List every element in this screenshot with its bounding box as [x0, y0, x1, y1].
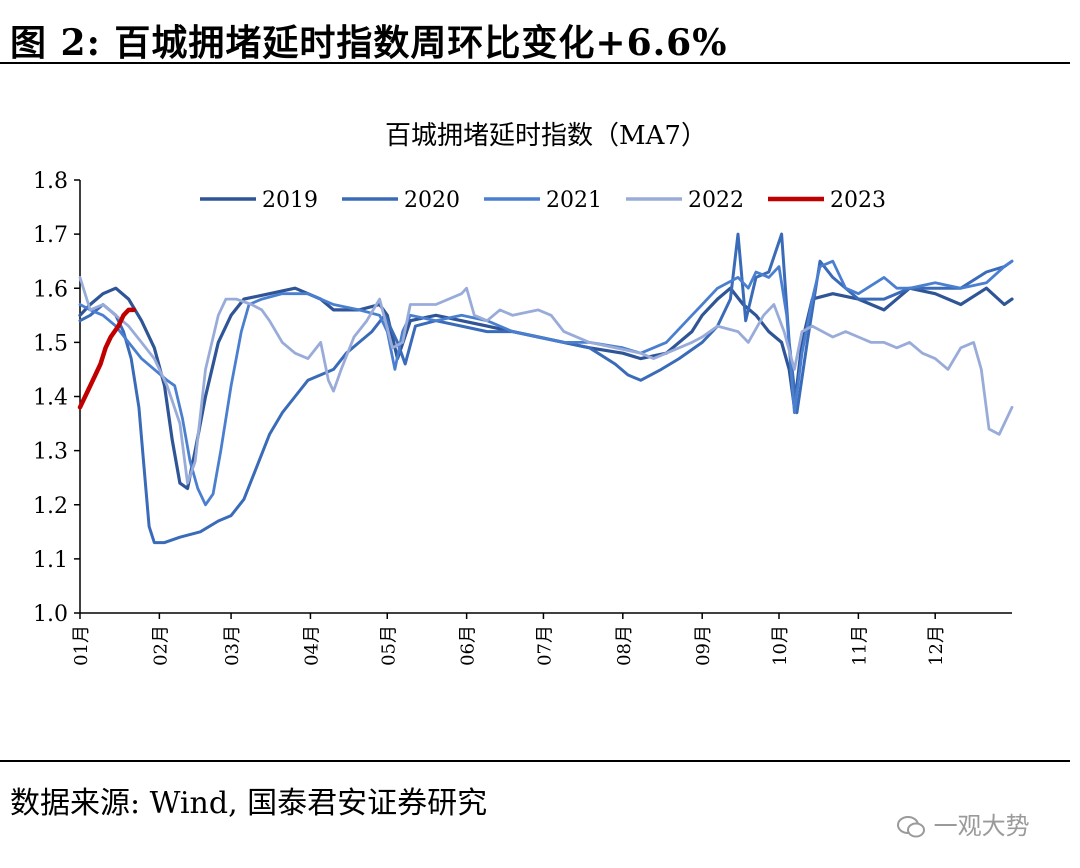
watermark: 一观大势: [896, 806, 1030, 841]
y-tick-label: 1.3: [33, 440, 68, 465]
y-tick-label: 1.2: [33, 494, 68, 519]
y-tick-label: 1.7: [33, 223, 68, 248]
x-tick-label: 11月: [849, 625, 870, 666]
x-tick-label: 03月: [222, 625, 243, 666]
x-tick-label: 12月: [926, 625, 947, 666]
x-tick-label: 06月: [458, 625, 479, 666]
legend-label-2022: 2022: [688, 188, 744, 213]
source-note: 数据来源: Wind, 国泰君安证券研究: [10, 786, 488, 821]
legend-label-2023: 2023: [830, 188, 886, 213]
x-tick-label: 04月: [301, 625, 322, 666]
x-tick-label: 07月: [534, 625, 555, 666]
series-line-2020: [78, 232, 1014, 545]
y-tick-label: 1.5: [33, 331, 68, 356]
y-tick-label: 1.8: [33, 169, 68, 194]
y-tick-label: 1.4: [33, 386, 68, 411]
legend-label-2021: 2021: [546, 188, 602, 213]
x-tick-label: 05月: [378, 625, 399, 666]
y-tick-label: 1.6: [33, 277, 68, 302]
watermark-text: 一观大势: [933, 812, 1030, 840]
x-tick-label: 02月: [150, 625, 171, 666]
x-tick-label: 01月: [71, 625, 92, 666]
legend-label-2020: 2020: [404, 188, 460, 213]
line-chart: 百城拥堵延时指数（MA7） 1.0 1.1 1.2 1.3 1.4 1.5 1.6 1.7 1.8…: [33, 121, 1014, 666]
x-tick-label: 09月: [693, 625, 714, 666]
legend-label-2019: 2019: [262, 188, 318, 213]
y-tick-label: 1.0: [33, 602, 68, 627]
figure-title: 图 2: 百城拥堵延时指数周环比变化+6.6%: [10, 22, 728, 64]
chart-title: 百城拥堵延时指数（MA7）: [385, 121, 707, 151]
series-line-2023: [77, 307, 137, 410]
series-line-2022: [78, 276, 1014, 485]
wechat-icon: [897, 816, 925, 838]
x-tick-label: 08月: [614, 625, 635, 666]
x-tick-label: 10月: [770, 625, 791, 666]
footer-divider: [0, 760, 1070, 762]
y-tick-label: 1.1: [33, 548, 68, 573]
title-divider: [0, 62, 1070, 64]
